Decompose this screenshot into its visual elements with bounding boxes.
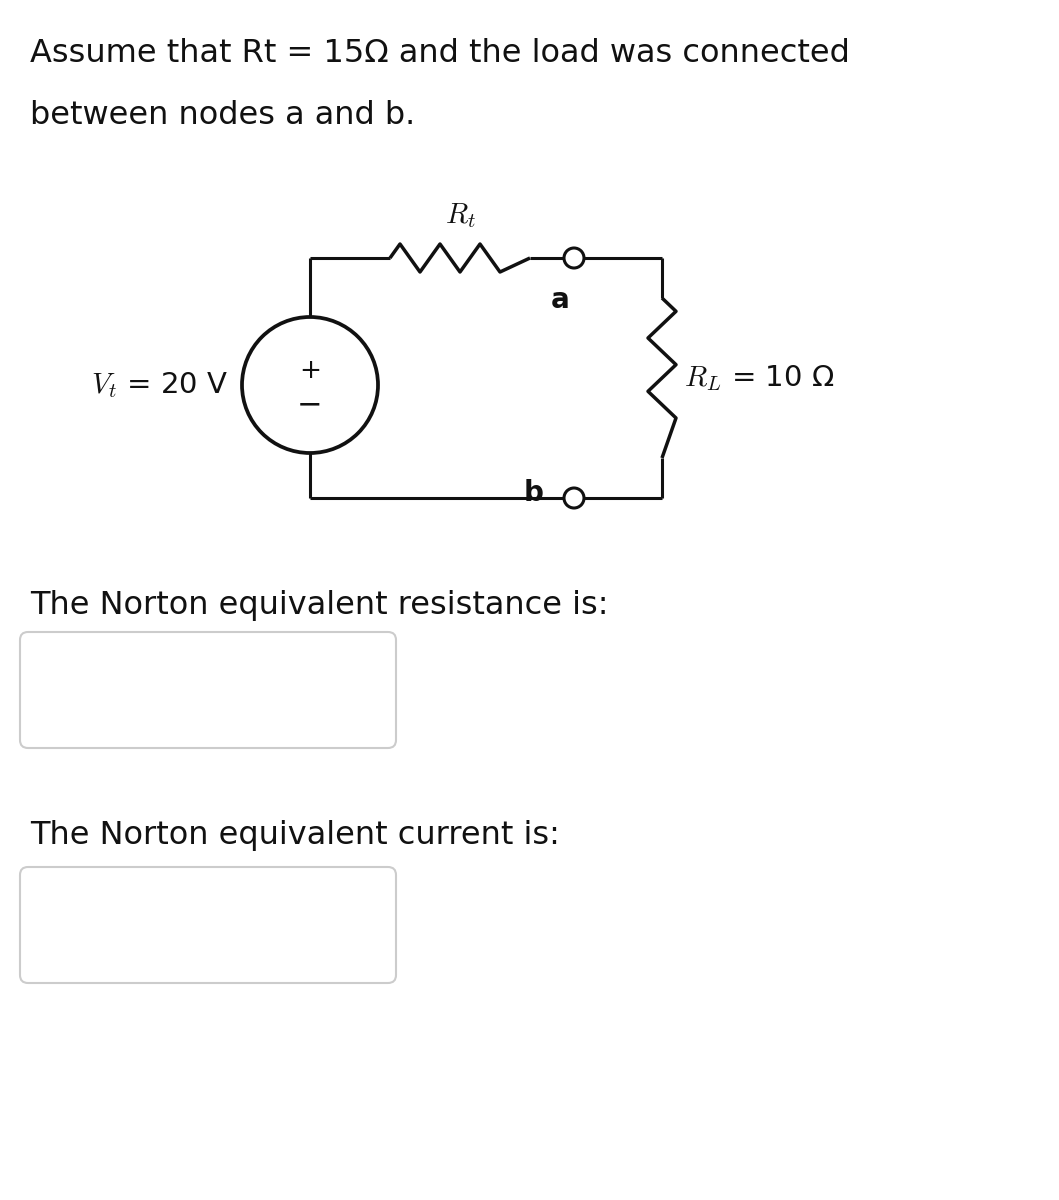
- Text: $R_t$: $R_t$: [445, 202, 475, 230]
- Text: $R_L$ = 10 Ω: $R_L$ = 10 Ω: [684, 364, 834, 392]
- FancyBboxPatch shape: [20, 866, 396, 983]
- Text: The Norton equivalent current is:: The Norton equivalent current is:: [30, 820, 560, 851]
- FancyBboxPatch shape: [20, 632, 396, 748]
- Text: b: b: [524, 479, 544, 506]
- Text: between nodes a and b.: between nodes a and b.: [30, 100, 415, 131]
- Circle shape: [564, 248, 584, 268]
- Text: Assume that Rt = 15Ω and the load was connected: Assume that Rt = 15Ω and the load was co…: [30, 38, 850, 68]
- Text: −: −: [298, 390, 323, 420]
- Circle shape: [564, 488, 584, 508]
- Text: $V_t$ = 20 V: $V_t$ = 20 V: [91, 370, 228, 400]
- Text: a: a: [551, 286, 570, 314]
- Text: The Norton equivalent resistance is:: The Norton equivalent resistance is:: [30, 590, 609, 622]
- Text: +: +: [299, 358, 321, 384]
